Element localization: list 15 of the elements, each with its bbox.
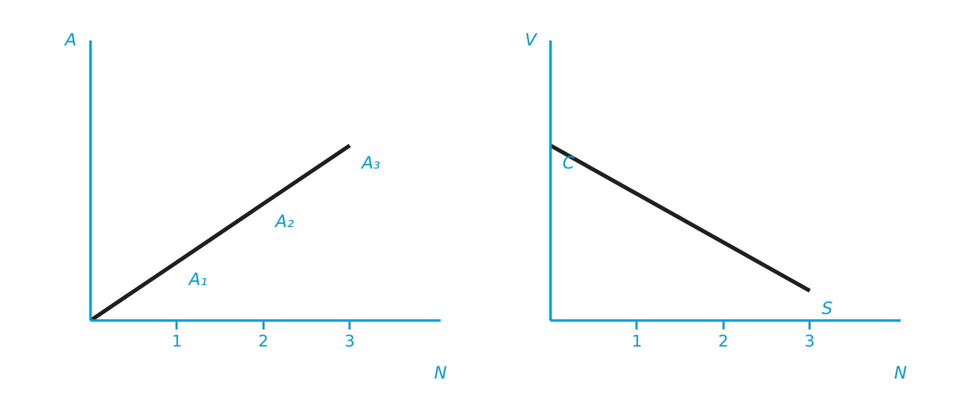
x-tick-label: 3 (804, 332, 815, 350)
annotation: A₂ (274, 212, 294, 232)
annotation: A₃ (360, 154, 380, 174)
annotation: A₁ (188, 270, 208, 290)
x-tick-label: 1 (632, 332, 642, 350)
x-axis-title: N (434, 364, 448, 384)
x-tick-label: 2 (258, 332, 268, 350)
y-axis-title: A (64, 30, 77, 50)
x-tick-label: 1 (172, 332, 182, 350)
x-tick-label: 2 (718, 332, 728, 350)
annotation: C (562, 154, 574, 174)
y-axis-title: V (524, 30, 538, 50)
x-tick-label: 3 (344, 332, 355, 350)
annotation: S (822, 298, 833, 319)
x-axis-title: N (894, 364, 908, 384)
